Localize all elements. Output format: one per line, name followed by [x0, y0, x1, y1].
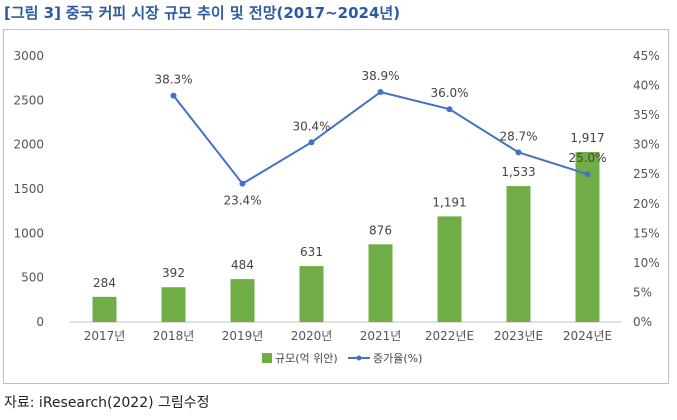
- x-tick-label: 2017년: [84, 329, 126, 343]
- bar-2019년: [230, 279, 255, 322]
- bar-2022년E: [437, 216, 462, 322]
- growth-rate-label: 25.0%: [568, 151, 606, 165]
- x-tick-label: 2023년E: [494, 329, 543, 343]
- x-tick-label: 2018년: [153, 329, 195, 343]
- y-right-tick-label: 30%: [633, 138, 660, 152]
- y-right-tick-label: 5%: [633, 285, 652, 299]
- growth-rate-label: 23.4%: [223, 194, 261, 208]
- legend-bar-swatch: [262, 353, 272, 363]
- x-tick-label: 2020년: [291, 329, 333, 343]
- y-right-tick-label: 45%: [633, 49, 660, 63]
- bar-2024년E: [575, 152, 600, 322]
- y-right-tick-label: 0%: [633, 315, 652, 329]
- y-left-tick-label: 0: [36, 315, 44, 329]
- bar-value-label: 1,191: [432, 195, 466, 209]
- x-tick-label: 2019년: [222, 329, 264, 343]
- bar-value-label: 284: [93, 276, 116, 290]
- x-tick-label: 2022년E: [425, 329, 474, 343]
- bar-value-label: 876: [369, 223, 392, 237]
- y-right-tick-label: 40%: [633, 79, 660, 93]
- growth-rate-label: 38.9%: [361, 69, 399, 83]
- y-right-tick-label: 10%: [633, 256, 660, 270]
- figure-tag: [그림 3]: [4, 4, 61, 22]
- growth-rate-label: 38.3%: [154, 73, 192, 87]
- x-tick-label: 2021년: [360, 329, 402, 343]
- source-note: 자료: iResearch(2022) 그림수정: [4, 395, 210, 411]
- bar-2023년E: [506, 186, 531, 322]
- figure-title: [그림 3] 중국 커피 시장 규모 추이 및 전망(2017~2024년): [4, 2, 400, 24]
- bar-2017년: [92, 296, 117, 322]
- bar-2018년: [161, 287, 186, 322]
- growth-rate-label: 30.4%: [292, 119, 330, 133]
- y-right-tick-label: 25%: [633, 167, 660, 181]
- y-left-tick-label: 500: [21, 271, 44, 285]
- legend-line-marker: [356, 355, 362, 361]
- growth-rate-point: [584, 171, 591, 178]
- y-left-tick-label: 1500: [13, 182, 44, 196]
- y-left-tick-label: 3000: [13, 49, 44, 63]
- bar-value-label: 392: [162, 266, 185, 280]
- bar-value-label: 1,533: [501, 165, 535, 179]
- growth-rate-point: [446, 106, 453, 113]
- y-right-tick-label: 15%: [633, 226, 660, 240]
- x-tick-label: 2024년E: [563, 329, 612, 343]
- growth-rate-point: [239, 180, 246, 187]
- bar-value-label: 631: [300, 245, 323, 259]
- y-right-tick-label: 35%: [633, 108, 660, 122]
- bar-2020년: [299, 266, 324, 322]
- growth-rate-point: [170, 92, 177, 99]
- growth-rate-label: 36.0%: [430, 86, 468, 100]
- legend-line-label: 증가율(%): [373, 352, 422, 365]
- y-left-tick-label: 1000: [13, 226, 44, 240]
- chart-frame: [3, 29, 669, 384]
- legend-bar-label: 규모(억 위안): [275, 352, 338, 365]
- growth-rate-point: [308, 139, 315, 146]
- growth-rate-label: 28.7%: [499, 129, 537, 143]
- bar-2021년: [368, 244, 393, 322]
- y-right-tick-label: 20%: [633, 197, 660, 211]
- growth-rate-point: [377, 89, 384, 96]
- figure-title-text: 중국 커피 시장 규모 추이 및 전망(2017~2024년): [65, 4, 401, 22]
- growth-rate-point: [515, 149, 522, 156]
- bar-value-label: 1,917: [570, 131, 604, 145]
- y-left-tick-label: 2500: [13, 93, 44, 107]
- bar-value-label: 484: [231, 258, 254, 272]
- y-left-tick-label: 2000: [13, 138, 44, 152]
